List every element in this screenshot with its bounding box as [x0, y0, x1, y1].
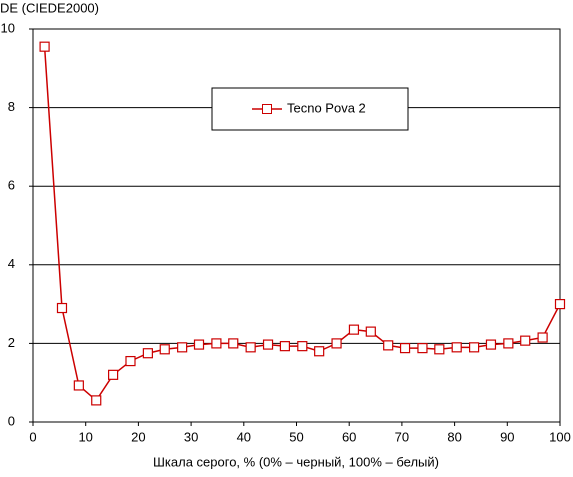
data-point [211, 338, 222, 349]
x-tick-label: 0 [29, 429, 36, 444]
data-point [56, 302, 68, 314]
data-point [520, 335, 531, 346]
y-axis-title: DE (CIEDE2000) [0, 0, 99, 15]
data-point [159, 344, 170, 355]
data-point [297, 341, 308, 352]
y-tick-label: 2 [8, 335, 15, 350]
data-point [73, 380, 84, 391]
data-point [399, 343, 411, 354]
data-point [348, 324, 360, 335]
data-point [331, 338, 342, 349]
data-point [554, 299, 566, 310]
data-point [39, 41, 50, 52]
y-tick-label: 0 [8, 413, 15, 428]
legend-label: Tecno Pova 2 [287, 100, 366, 115]
x-tick-label: 10 [78, 429, 92, 444]
x-tick-label: 70 [395, 429, 409, 444]
y-tick-label: 4 [8, 256, 15, 271]
y-tick-label: 8 [8, 99, 15, 114]
data-point [193, 339, 205, 350]
data-point [365, 326, 376, 337]
data-point [262, 339, 274, 350]
plot-frame [32, 28, 561, 423]
x-tick-label: 90 [500, 429, 514, 444]
data-point [125, 355, 136, 367]
x-tick-label: 50 [289, 429, 303, 444]
x-tick-label: 80 [447, 429, 461, 444]
y-tick-label: 6 [8, 178, 15, 193]
data-point [91, 395, 102, 406]
data-point [417, 343, 428, 354]
legend-marker [262, 104, 272, 114]
data-point [503, 338, 514, 349]
x-tick-label: 60 [342, 429, 356, 444]
data-point [314, 346, 325, 357]
x-tick-label: 20 [131, 429, 145, 444]
data-point [485, 339, 497, 350]
data-point [245, 342, 256, 353]
data-point [434, 344, 445, 355]
data-point [537, 332, 548, 343]
x-tick-label: 100 [549, 429, 571, 444]
data-point [108, 369, 119, 380]
x-axis-title: Шкала серого, % (0% – черный, 100% – бел… [153, 454, 439, 469]
y-tick-label: 10 [1, 20, 15, 35]
x-tick-label: 40 [237, 429, 251, 444]
data-point [451, 342, 462, 353]
data-point [468, 342, 480, 353]
data-point [177, 342, 188, 353]
x-tick-label: 30 [184, 429, 198, 444]
data-point [279, 341, 291, 352]
data-point [142, 348, 153, 359]
data-point [228, 338, 239, 349]
data-point [383, 340, 394, 351]
legend-box [211, 87, 409, 131]
